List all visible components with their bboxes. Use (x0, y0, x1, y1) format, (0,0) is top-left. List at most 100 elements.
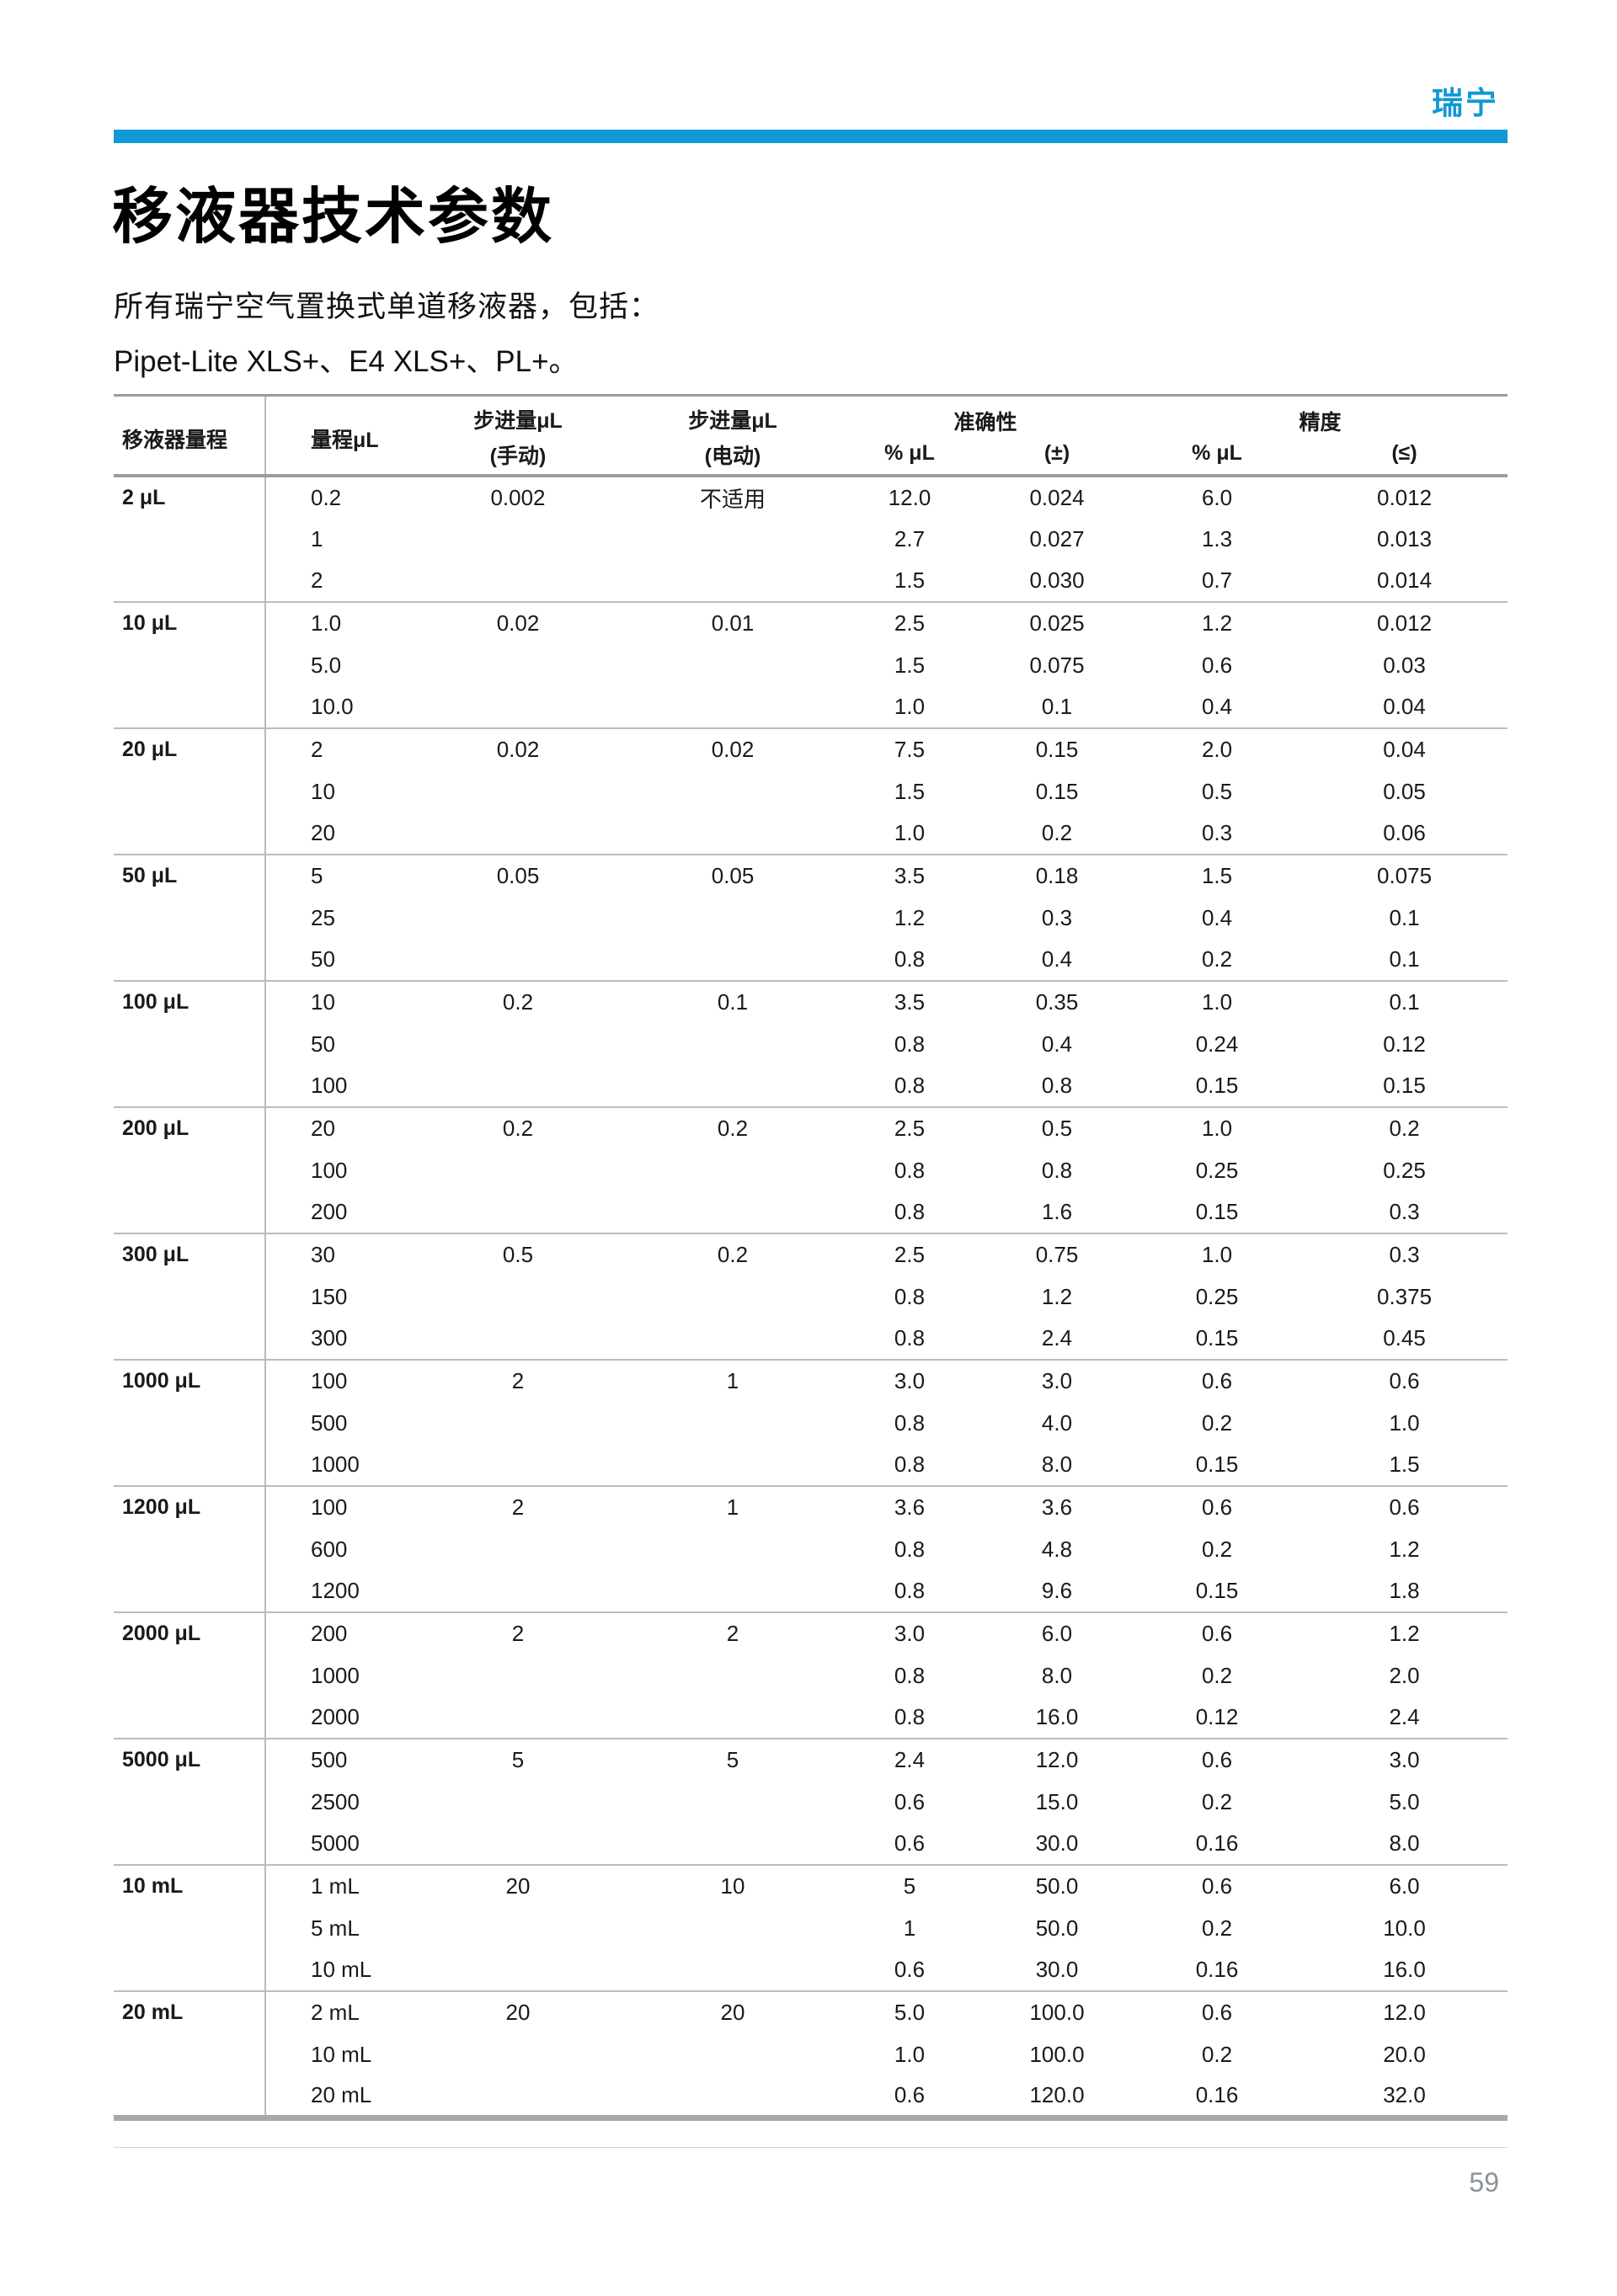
step-manual-cell (408, 1949, 627, 1991)
accuracy-abs-cell: 50.0 (1035, 1915, 1079, 1941)
accuracy-abs-cell: 0.030 (1029, 567, 1085, 593)
step-electronic-cell: 0.2 (627, 1233, 838, 1276)
precision-abs-cell: 16.0 (1383, 1957, 1426, 1982)
step-electronic-cell (627, 1528, 838, 1570)
precision-pct-cell: 0.2 (1201, 2041, 1233, 2067)
step-electronic-cell (627, 897, 838, 939)
step-manual-cell (408, 1528, 627, 1570)
step-electronic-cell (627, 1823, 838, 1865)
range-cell (114, 1402, 266, 1444)
table-row: 100 0.8 0.8 0.15 0.15 (114, 1065, 1508, 1107)
accuracy-pct-cell: 0.8 (894, 1452, 926, 1477)
accuracy-abs-cell: 0.35 (981, 980, 1134, 1023)
step-electronic-cell (627, 812, 838, 855)
volume-cell: 5 (265, 854, 408, 897)
accuracy-abs-cell: 4.0 (1041, 1409, 1073, 1436)
accuracy-pct-cell: 12.0 (888, 484, 931, 510)
step-electronic-cell: 不适用 (699, 486, 766, 512)
step-electronic-cell (627, 1949, 838, 1991)
step-manual-cell (408, 686, 627, 728)
precision-pct-cell: 0.16 (1195, 2081, 1239, 2107)
header-step-electronic-line1: 步进量μL (688, 409, 777, 433)
range-cell (114, 2033, 266, 2075)
step-manual-cell (408, 1023, 627, 1065)
step-manual-cell: 2 (408, 1359, 627, 1402)
volume-cell: 200 (311, 1199, 348, 1224)
precision-pct-cell: 1.3 (1201, 525, 1233, 551)
step-electronic-cell (627, 1907, 838, 1949)
accuracy-pct-cell: 0.6 (894, 1830, 926, 1856)
table-row: 200 0.8 1.6 0.15 0.3 (114, 1191, 1508, 1233)
header-accent-bar (114, 130, 1508, 143)
range-cell (114, 686, 266, 728)
range-cell (114, 560, 266, 602)
step-electronic-cell (627, 518, 838, 560)
table-row: 1 2.7 0.027 1.3 0.013 (114, 518, 1508, 560)
precision-pct-cell: 0.6 (1133, 1611, 1302, 1654)
precision-pct-cell: 0.2 (1201, 1788, 1233, 1814)
accuracy-pct-cell: 3.5 (838, 980, 981, 1023)
precision-pct-cell: 0.6 (1133, 1359, 1302, 1402)
volume-cell: 25 (311, 904, 335, 930)
accuracy-pct-cell: 2.5 (838, 601, 981, 644)
volume-cell: 20 mL (311, 2081, 372, 2107)
range-cell (114, 897, 266, 939)
step-manual-cell: 0.02 (408, 727, 627, 770)
precision-pct-cell: 0.15 (1195, 1452, 1239, 1477)
accuracy-abs-cell: 3.6 (981, 1485, 1134, 1528)
range-cell: 1200 μL (114, 1485, 266, 1528)
accuracy-pct-cell: 5 (838, 1864, 981, 1907)
accuracy-pct-cell: 3.6 (838, 1485, 981, 1528)
table-row: 20 μL 2 0.02 0.02 7.5 0.15 2.0 0.04 (114, 727, 1508, 770)
range-cell (114, 1528, 266, 1570)
header-step-electronic-line2: (电动) (704, 445, 761, 468)
precision-abs-cell: 0.05 (1383, 778, 1426, 804)
range-cell: 100 μL (114, 980, 266, 1023)
precision-pct-cell: 1.0 (1133, 1106, 1302, 1149)
step-electronic-cell (627, 1149, 838, 1191)
precision-abs-cell: 12.0 (1301, 1990, 1508, 2033)
range-cell (114, 1444, 266, 1486)
accuracy-pct-cell: 0.8 (894, 1662, 926, 1688)
precision-pct-cell: 0.2 (1201, 1536, 1233, 1562)
table-row: 10.0 1.0 0.1 0.4 0.04 (114, 686, 1508, 728)
table-row: 5000 μL 500 5 5 2.4 12.0 0.6 3.0 (114, 1738, 1508, 1781)
accuracy-pct-cell: 0.6 (894, 1788, 926, 1814)
table-row: 5.0 1.5 0.075 0.6 0.03 (114, 644, 1508, 686)
volume-cell: 1000 (311, 1452, 360, 1477)
step-manual-cell (408, 939, 627, 981)
accuracy-pct-cell: 1 (903, 1915, 916, 1941)
header-precision-group: 精度 (1299, 410, 1342, 434)
range-cell (114, 1570, 266, 1612)
volume-cell: 2 (311, 567, 323, 593)
accuracy-pct-cell: 0.8 (894, 1073, 926, 1098)
header-volume: 量程μL (311, 429, 379, 452)
accuracy-abs-cell: 0.2 (1041, 820, 1073, 845)
precision-pct-cell: 0.4 (1201, 904, 1233, 930)
precision-abs-cell: 0.012 (1301, 601, 1508, 644)
range-cell (114, 939, 266, 981)
step-electronic-cell: 0.1 (627, 980, 838, 1023)
header-step-manual: 步进量μL (手动) (408, 396, 627, 477)
accuracy-pct-cell: 2.7 (894, 525, 926, 551)
brand-logo-text: 瑞宁 (1432, 86, 1499, 120)
precision-abs-cell: 0.6 (1301, 1359, 1508, 1402)
precision-abs-cell: 0.1 (1389, 946, 1420, 972)
accuracy-pct-cell: 2.5 (838, 1106, 981, 1149)
volume-cell: 1000 (311, 1662, 360, 1688)
step-electronic-cell: 10 (627, 1864, 838, 1907)
step-electronic-cell: 0.2 (627, 1106, 838, 1149)
precision-abs-cell: 0.014 (1376, 567, 1433, 593)
table-row: 2000 0.8 16.0 0.12 2.4 (114, 1697, 1508, 1739)
precision-pct-cell: 1.2 (1133, 601, 1302, 644)
step-manual-cell (408, 1444, 627, 1486)
accuracy-abs-cell: 120.0 (1029, 2081, 1085, 2107)
table-row: 2500 0.6 15.0 0.2 5.0 (114, 1781, 1508, 1823)
accuracy-abs-cell: 0.1 (1041, 694, 1073, 719)
accuracy-abs-cell: 0.024 (1029, 484, 1085, 510)
precision-abs-cell: 0.04 (1383, 694, 1426, 719)
precision-abs-cell: 0.03 (1383, 652, 1426, 678)
accuracy-abs-cell: 100.0 (981, 1990, 1134, 2033)
table-row: 100 μL 10 0.2 0.1 3.5 0.35 1.0 0.1 (114, 980, 1508, 1023)
